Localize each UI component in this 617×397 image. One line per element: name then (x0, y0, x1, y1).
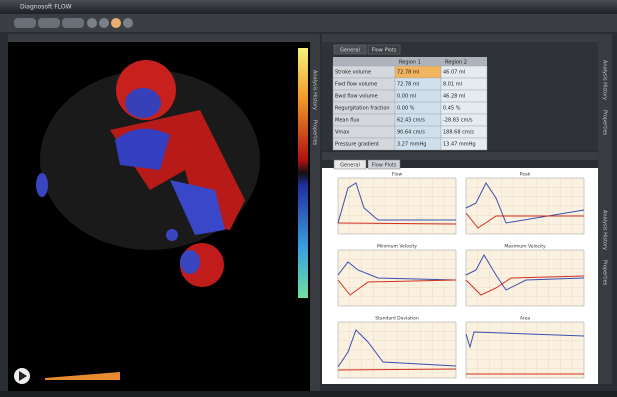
curve-region-1 (465, 182, 585, 224)
viewer-header (8, 34, 310, 42)
side-tab-label[interactable]: Properties (602, 110, 608, 136)
tab[interactable] (333, 159, 367, 170)
curve-region-1 (465, 253, 585, 291)
tab[interactable] (367, 159, 401, 170)
row-label: Stroke volume (335, 70, 371, 76)
row-label: Pressure gradient (335, 142, 379, 148)
viewer-side-tabs (310, 34, 320, 392)
cell-value: 72.78 ml (397, 70, 419, 76)
row-label: Regurgitation fraction (335, 106, 390, 112)
tab-label[interactable]: Flow Plots (371, 47, 396, 53)
plot-title: Maximum Velocity (504, 244, 546, 250)
cell-value: -28.83 cm/s (443, 118, 473, 124)
curve-region-2 (465, 212, 584, 229)
tool-button[interactable] (111, 18, 121, 28)
plots-grid: Flow Peak Minimum Velocity Maximum Velocity… (337, 172, 585, 379)
results-table: Region 1 Region 2 Stroke volume 72.78 ml 46.… (332, 57, 488, 151)
tab-label[interactable]: General (340, 47, 360, 53)
curve-region-1 (465, 331, 585, 349)
side-tabs[interactable]: Analysis History Analysis History Analysis… (312, 60, 608, 286)
cell-value: 3.27 mmHg (397, 142, 426, 148)
plots-tabs[interactable]: General Flow Plots (333, 159, 401, 170)
side-tab-strip (598, 34, 612, 384)
side-tab-label[interactable]: Properties (602, 260, 608, 286)
toolbar (0, 14, 617, 32)
curve-region-2 (337, 222, 457, 225)
row-label: Fwd flow volume (335, 82, 377, 88)
tool-button[interactable] (14, 18, 36, 28)
table-cell (440, 137, 488, 151)
tool-button[interactable] (62, 18, 84, 28)
row-label: Bwd flow volume (335, 94, 378, 100)
plot-title: Flow (392, 172, 403, 178)
curve-region-2 (337, 368, 457, 371)
cell-value: 72.78 ml (397, 82, 419, 88)
curve-region-2 (337, 279, 457, 296)
column-header: Region 1 (399, 59, 421, 65)
cell-value: 0.00 % (397, 106, 415, 112)
play-icon (19, 371, 27, 381)
cell-value: 90.64 cm/s (397, 130, 425, 136)
plot-title: Area (520, 316, 531, 322)
plots-header (322, 152, 612, 160)
window-title: Diagnosoft FLOW (20, 4, 72, 11)
side-tab-label[interactable]: Analysis History (602, 210, 608, 250)
cell-value: 46.07 ml (443, 70, 465, 76)
cell-value: 62.43 cm/s (397, 118, 425, 124)
cell-value: 0.45 % (443, 106, 461, 112)
column-header: Region 2 (445, 59, 467, 65)
plot-title: Peak (520, 172, 531, 178)
cell-value: 188.68 cm/s (443, 130, 474, 136)
side-tab-label[interactable]: Analysis History (602, 60, 608, 100)
curve-region-2 (465, 275, 585, 296)
colorbar (298, 48, 308, 298)
results-tabs[interactable]: General Flow Plots (333, 44, 401, 55)
row-label: Vmax (335, 130, 349, 136)
curve-region-1 (337, 261, 457, 281)
status-bar (0, 391, 617, 397)
tool-button[interactable] (87, 18, 97, 28)
tool-button[interactable] (38, 18, 60, 28)
tab-label[interactable]: Flow Plots (371, 162, 396, 168)
row-label: Mean flux (335, 118, 360, 124)
cell-value: 13.47 mmHg (443, 142, 476, 148)
tab[interactable] (367, 44, 401, 55)
tool-button[interactable] (123, 18, 133, 28)
cell-value: 46.28 ml (443, 94, 465, 100)
results-header (322, 34, 612, 42)
flow-image (36, 60, 260, 287)
table-header (333, 57, 487, 66)
curve-region-1 (337, 329, 457, 368)
plot-title: Standard Deviation (375, 316, 419, 322)
tool-button[interactable] (99, 18, 109, 28)
side-tab-label[interactable]: Analysis History (312, 70, 318, 110)
tab[interactable] (333, 44, 367, 55)
cell-value: 8.01 ml (443, 82, 462, 88)
timeline-slider[interactable] (45, 372, 120, 380)
side-tab-label[interactable]: Properties (312, 120, 318, 146)
cell-value: 0.00 ml (397, 94, 416, 100)
tab-label[interactable]: General (340, 162, 360, 168)
toolbar-buttons[interactable] (14, 18, 133, 28)
curve-region-1 (337, 182, 456, 224)
title-bar (0, 0, 617, 14)
plot-title: Minimum Velocity (377, 244, 417, 250)
